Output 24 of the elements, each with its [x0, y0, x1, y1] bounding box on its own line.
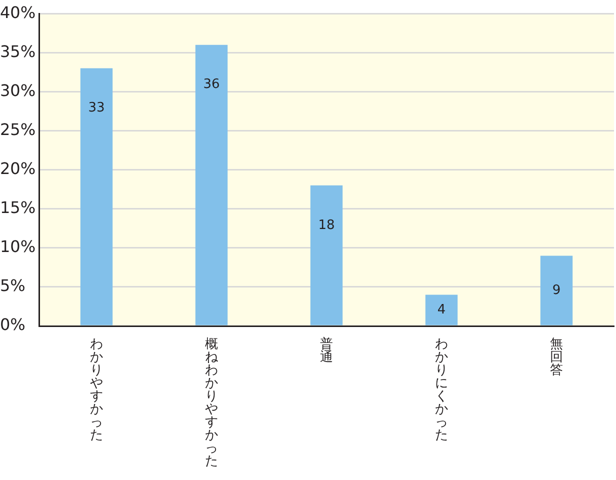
y-tick-label: 5%: [0, 276, 26, 296]
data-label: 18: [318, 218, 335, 233]
y-tick-label: 25%: [0, 120, 36, 139]
data-label: 36: [203, 77, 220, 92]
data-label: 4: [437, 302, 446, 318]
category-label: 概ねわかりやすかった: [205, 336, 218, 469]
data-label: 33: [88, 100, 105, 116]
y-tick-label: 40%: [0, 2, 36, 22]
y-tick-label: 35%: [0, 42, 36, 61]
x-tick-label: 無回答: [550, 336, 563, 378]
bar: [195, 44, 228, 326]
bar: [310, 185, 343, 326]
bar: [80, 68, 113, 326]
bar: [540, 256, 573, 326]
bar: [425, 294, 458, 326]
y-tick-label: 30%: [0, 80, 36, 100]
x-tick-label: 普通: [320, 336, 333, 365]
x-tick-label: わかりにくかった: [435, 336, 448, 443]
y-tick-label: 10%: [0, 237, 36, 256]
y-tick-label: 15%: [0, 198, 36, 218]
y-tick-label: 0%: [0, 315, 26, 334]
x-tick-label: わかりやすかった: [90, 336, 103, 443]
data-label: 9: [552, 282, 561, 298]
y-tick-label: 20%: [0, 158, 36, 178]
